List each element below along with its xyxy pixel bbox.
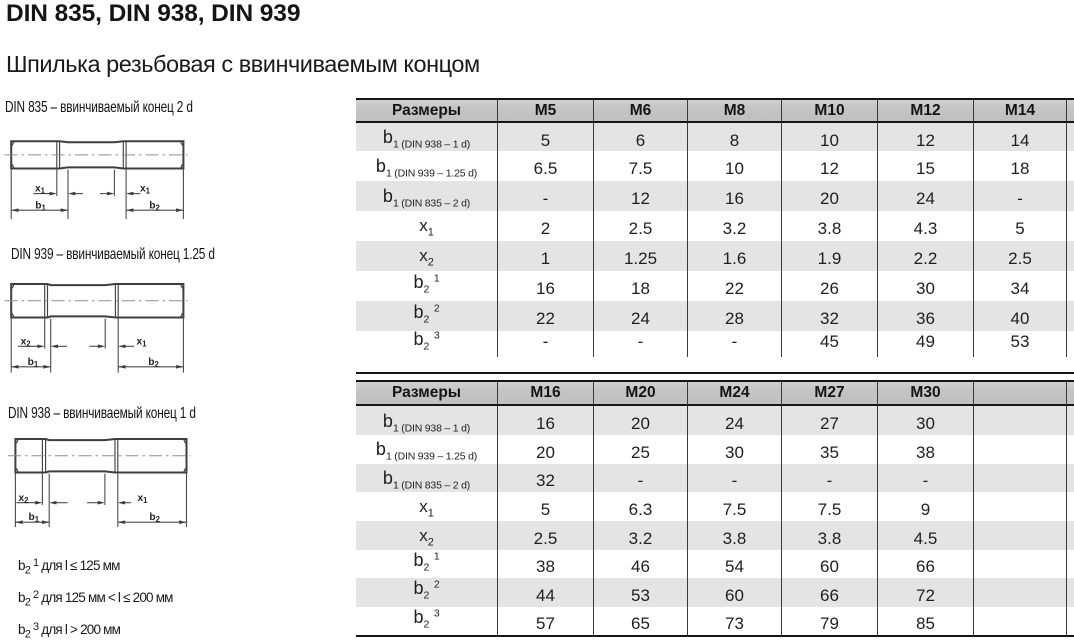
svg-text:b1: b1 <box>29 512 40 524</box>
svg-text:x1: x1 <box>136 336 147 348</box>
svg-text:x1: x1 <box>35 184 46 196</box>
svg-text:b2: b2 <box>149 512 160 524</box>
svg-text:x2: x2 <box>18 493 29 505</box>
svg-text:x1: x1 <box>137 493 148 505</box>
svg-text:b2: b2 <box>148 357 159 369</box>
svg-text:b1: b1 <box>28 357 39 369</box>
svg-text:b2: b2 <box>149 201 160 213</box>
svg-text:x1: x1 <box>140 184 151 196</box>
svg-text:x2: x2 <box>21 336 32 348</box>
svg-text:b1: b1 <box>35 201 46 213</box>
